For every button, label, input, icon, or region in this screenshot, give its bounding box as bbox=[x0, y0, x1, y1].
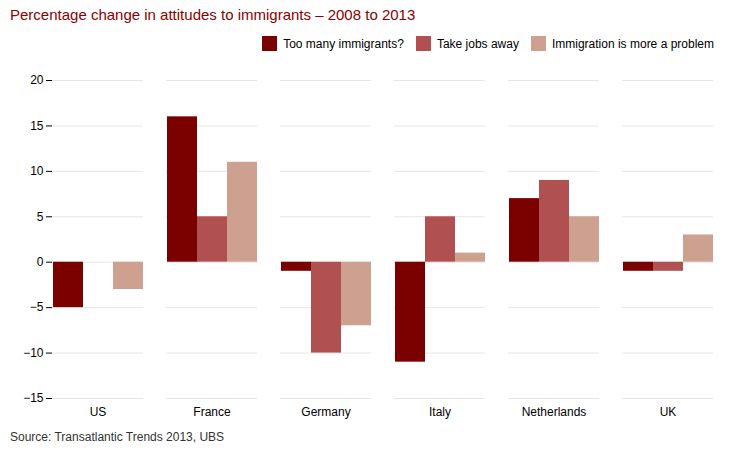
svg-text:Netherlands: Netherlands bbox=[522, 405, 587, 419]
html-text:Take jobs away: Take jobs away bbox=[436, 36, 519, 51]
html-text:Immigration is more a problem: Immigration is more a problem bbox=[551, 36, 714, 51]
svg-text:UK: UK bbox=[660, 405, 677, 419]
svg-text:−5: −5 bbox=[30, 300, 44, 314]
html-text:Source: Transatlantic Trends 2: Source: Transatlantic Trends 2013, UBS bbox=[10, 430, 225, 444]
svg-text:−15: −15 bbox=[23, 391, 44, 405]
svg-text:Italy: Italy bbox=[429, 405, 451, 419]
html-text:Too many immigrants?: Too many immigrants? bbox=[283, 36, 404, 51]
svg-text:10: 10 bbox=[30, 164, 44, 178]
svg-text:France: France bbox=[193, 405, 231, 419]
svg-text:Germany: Germany bbox=[301, 405, 350, 419]
svg-text:US: US bbox=[90, 405, 107, 419]
svg-text:15: 15 bbox=[30, 119, 44, 133]
svg-text:0: 0 bbox=[37, 255, 44, 269]
svg-text:5: 5 bbox=[37, 210, 44, 224]
html-text:Percentage change in attitudes: Percentage change in attitudes to immigr… bbox=[10, 6, 416, 23]
svg-text:−10: −10 bbox=[23, 346, 44, 360]
svg-text:20: 20 bbox=[30, 73, 44, 87]
